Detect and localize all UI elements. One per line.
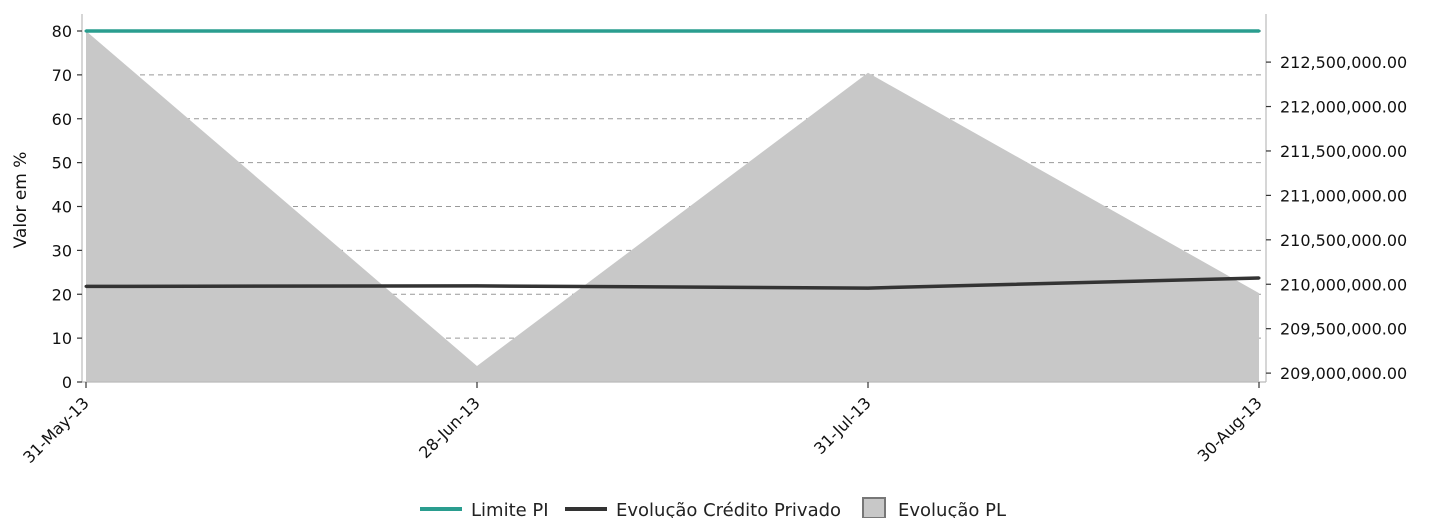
left-tick-label-2: 20 [52,285,72,304]
left-tick-label-1: 10 [52,329,72,348]
series-1-point-2 [866,286,870,290]
left-tick-label-5: 50 [52,154,72,173]
series-1-point-3 [1257,276,1261,280]
y-axis-title: Valor em % [11,152,31,249]
right-tick-label-5: 211,500,000.00 [1280,142,1407,161]
right-tick-label-7: 212,500,000.00 [1280,53,1407,72]
legend-label-1: Evolução Crédito Privado [616,500,841,518]
left-tick-label-8: 80 [52,22,72,41]
right-tick-label-1: 209,500,000.00 [1280,320,1407,339]
legend-label-0: Limite PI [471,500,549,518]
series-0-point-2 [866,29,870,33]
series-0-point-1 [475,29,479,33]
series-0-point-0 [84,29,88,33]
series-1-point-1 [475,284,479,288]
x-tick-label-0: 31-May-13 [19,393,93,467]
area-evolucao-pl [86,31,1259,382]
right-tick-label-3: 210,500,000.00 [1280,231,1407,250]
x-tick-label-2: 31-Jul-13 [810,393,875,458]
series-1-point-0 [84,284,88,288]
x-tick-label-3: 30-Aug-13 [1194,393,1266,465]
left-tick-label-3: 30 [52,241,72,260]
left-tick-label-6: 60 [52,110,72,129]
legend-swatch-2 [862,497,886,518]
right-tick-label-6: 212,000,000.00 [1280,98,1407,117]
right-tick-label-2: 210,000,000.00 [1280,275,1407,294]
right-tick-label-4: 211,000,000.00 [1280,186,1407,205]
left-tick-label-0: 0 [62,373,72,392]
legend: Limite PI Evolução Crédito Privado Evoluçã… [420,497,1006,518]
series-line-1 [85,276,1260,290]
left-tick-label-7: 70 [52,66,72,85]
x-tick-label-1: 28-Jun-13 [415,393,484,462]
series-0-point-3 [1257,29,1261,33]
legend-label-2: Evolução PL [898,500,1006,518]
axes [77,14,1271,388]
area-layer [86,31,1259,382]
right-tick-label-0: 209,000,000.00 [1280,364,1407,383]
line-layer [84,29,1261,290]
left-tick-label-4: 40 [52,198,72,217]
